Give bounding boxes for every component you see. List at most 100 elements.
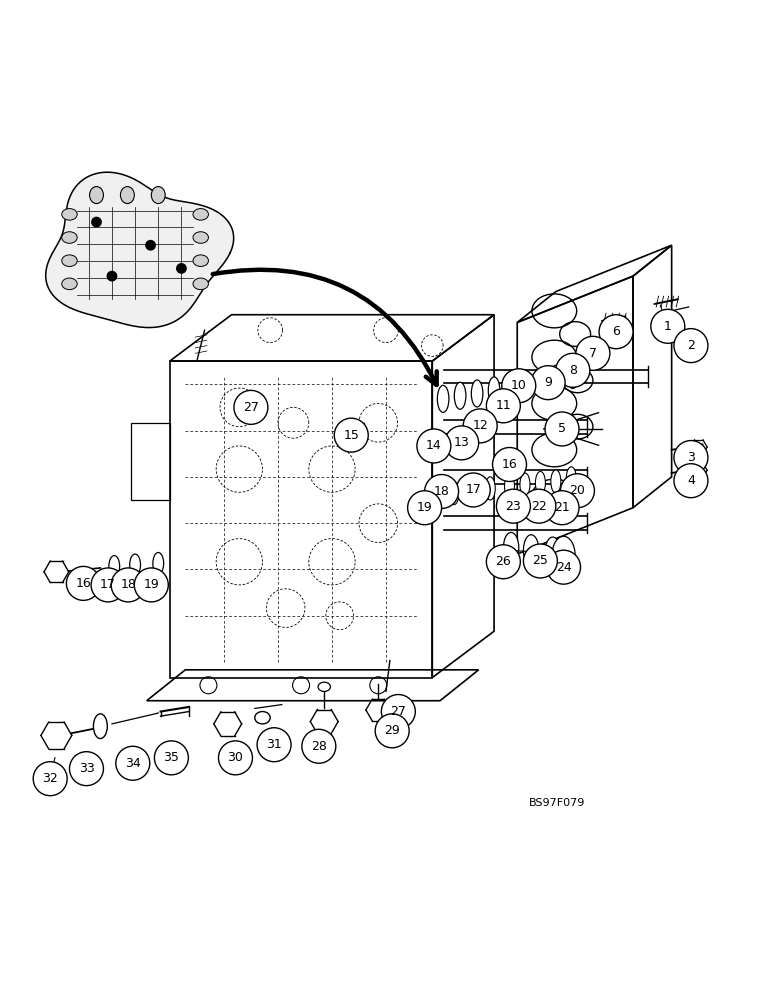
Circle shape [522,489,556,523]
Text: 15: 15 [344,429,359,442]
Ellipse shape [109,556,120,577]
Circle shape [556,353,590,387]
Circle shape [408,491,442,525]
Text: 31: 31 [266,738,282,751]
Circle shape [375,714,409,748]
Text: 16: 16 [502,458,517,471]
Text: 26: 26 [496,555,511,568]
Ellipse shape [153,552,164,574]
Ellipse shape [318,682,330,691]
Ellipse shape [566,467,576,490]
Ellipse shape [505,475,514,498]
Circle shape [463,409,497,443]
Circle shape [674,329,708,363]
Circle shape [176,263,187,274]
Text: 19: 19 [417,501,432,514]
Circle shape [502,369,536,403]
Ellipse shape [434,483,443,506]
Ellipse shape [454,382,466,409]
Circle shape [66,566,100,600]
Text: 25: 25 [533,554,548,567]
Ellipse shape [552,536,575,575]
Ellipse shape [255,712,270,724]
Text: 5: 5 [558,422,566,435]
Ellipse shape [520,371,532,398]
Text: 11: 11 [496,399,511,412]
Circle shape [33,762,67,796]
Ellipse shape [505,375,517,402]
Ellipse shape [503,532,519,563]
Circle shape [651,309,685,343]
Text: 6: 6 [612,325,620,338]
Ellipse shape [485,477,495,500]
Ellipse shape [534,368,546,395]
Ellipse shape [90,187,103,204]
Circle shape [334,418,368,452]
Circle shape [523,544,557,578]
Circle shape [674,441,708,475]
Ellipse shape [62,209,77,220]
Text: 20: 20 [570,484,585,497]
Text: 12: 12 [472,419,488,432]
Text: 3: 3 [687,451,695,464]
Circle shape [545,412,579,446]
Text: 17: 17 [466,483,481,496]
Ellipse shape [130,554,141,576]
Circle shape [547,550,581,584]
Text: 1: 1 [664,320,672,333]
Text: 18: 18 [434,485,449,498]
Text: 28: 28 [311,740,327,753]
Text: 32: 32 [42,772,58,785]
Circle shape [545,491,579,525]
Circle shape [257,728,291,762]
Circle shape [425,475,459,508]
Circle shape [456,473,490,507]
Text: 35: 35 [164,751,179,764]
Ellipse shape [468,479,477,502]
Circle shape [674,464,708,498]
Circle shape [69,752,103,786]
Circle shape [134,568,168,602]
Ellipse shape [120,187,134,204]
Text: 33: 33 [79,762,94,775]
Text: 10: 10 [511,379,527,392]
Text: 29: 29 [384,724,400,737]
Circle shape [154,741,188,775]
Circle shape [445,426,479,460]
Circle shape [417,429,451,463]
Circle shape [486,389,520,423]
Ellipse shape [93,714,107,739]
Ellipse shape [151,187,165,204]
Text: 2: 2 [687,339,695,352]
Circle shape [111,568,145,602]
Ellipse shape [471,380,483,407]
Ellipse shape [62,278,77,290]
Text: 8: 8 [569,364,577,377]
Ellipse shape [523,535,539,566]
Ellipse shape [535,471,545,495]
Circle shape [496,489,530,523]
Ellipse shape [545,537,560,568]
Ellipse shape [62,232,77,243]
Circle shape [599,315,633,349]
Text: 22: 22 [531,500,547,513]
Circle shape [234,390,268,424]
Ellipse shape [193,209,208,220]
Circle shape [560,474,594,508]
Ellipse shape [520,473,530,496]
Ellipse shape [449,481,459,505]
Ellipse shape [550,470,560,493]
Text: 19: 19 [144,578,159,591]
Text: 13: 13 [454,436,469,449]
Text: 24: 24 [556,561,571,574]
Text: 14: 14 [426,439,442,452]
Text: 23: 23 [506,500,521,513]
Circle shape [218,741,252,775]
Text: 7: 7 [589,347,597,360]
Text: 30: 30 [228,751,243,764]
Circle shape [107,271,117,282]
Circle shape [531,366,565,400]
Circle shape [91,217,102,227]
Text: 16: 16 [76,577,91,590]
Circle shape [302,729,336,763]
